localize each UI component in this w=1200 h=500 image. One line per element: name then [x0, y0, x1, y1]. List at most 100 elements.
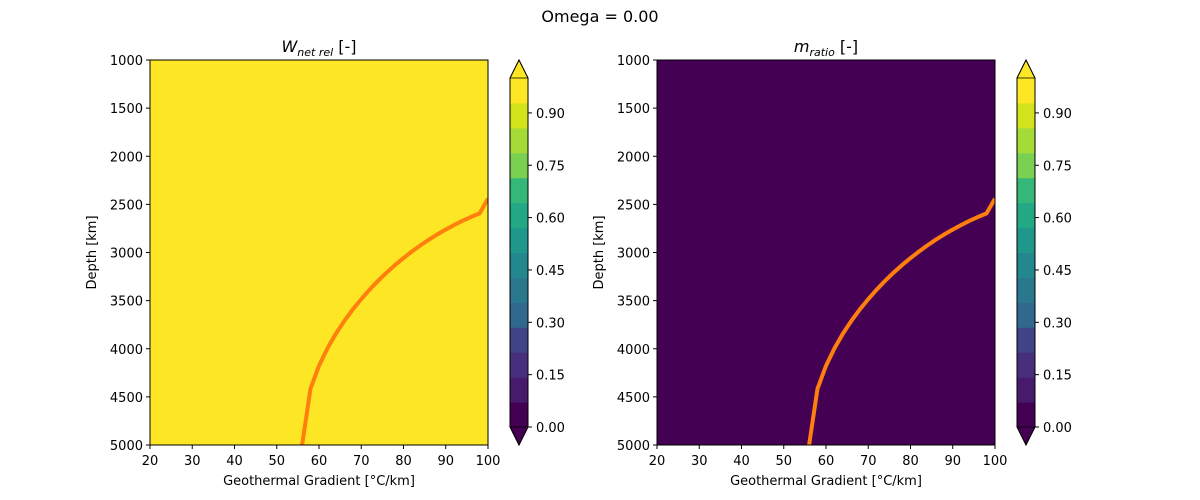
y-tick-label: 1500 [110, 102, 143, 117]
colorbar-tick-label: 0.90 [536, 107, 565, 122]
chart-title-subscript: ratio [809, 46, 835, 59]
x-tick-label: 60 [311, 454, 328, 469]
colorbar-segment [510, 352, 528, 378]
colorbar-segment [510, 177, 528, 204]
colorbar-segment [1017, 127, 1035, 154]
x-tick-label: 20 [649, 454, 666, 469]
x-axis-label: Geothermal Gradient [°C/km] [730, 474, 922, 489]
y-axis-label: Depth [km] [592, 215, 607, 289]
colorbar-tick-label: 0.30 [1043, 316, 1072, 331]
x-tick-label: 50 [775, 454, 792, 469]
x-tick-label: 60 [818, 454, 835, 469]
colorbar-segment [510, 302, 528, 328]
colorbar-tick-label: 0.45 [536, 264, 565, 279]
x-tick-label: 90 [944, 454, 961, 469]
chart-title-subscript: net rel [297, 46, 333, 59]
colorbar-tick-label: 0.75 [536, 159, 565, 174]
colorbar-tick-label: 0.45 [1043, 264, 1072, 279]
colorbar-tick-label: 0.90 [1043, 107, 1072, 122]
figure-title: Omega = 0.00 [541, 7, 659, 26]
colorbar-segment [510, 327, 528, 353]
chart-title-suffix: [-] [333, 37, 356, 56]
colorbar-segment [1017, 402, 1035, 428]
colorbar-segment [1017, 302, 1035, 328]
chart-title-main: m [794, 37, 810, 56]
x-tick-label: 30 [691, 454, 708, 469]
x-tick-label: 100 [476, 454, 501, 469]
y-tick-label: 3500 [110, 295, 143, 310]
x-tick-label: 100 [983, 454, 1008, 469]
colorbar-segment [510, 102, 528, 129]
colorbar-segment [510, 252, 528, 278]
y-tick-label: 4500 [110, 391, 143, 406]
colorbar-extend-min [1016, 426, 1036, 446]
colorbar-segment [1017, 78, 1035, 104]
colorbar-segment [510, 202, 528, 229]
colorbar-segment [1017, 152, 1035, 179]
colorbar-segment [1017, 227, 1035, 253]
x-tick-label: 40 [226, 454, 243, 469]
y-tick-label: 2500 [110, 198, 143, 213]
contour-curve [807, 197, 995, 445]
y-axis-label: Depth [km] [85, 215, 100, 289]
colorbar-segment [510, 277, 528, 303]
colorbar-tick-label: 0.75 [1043, 159, 1072, 174]
colorbar-extend-min [509, 426, 529, 446]
colorbar-segment [1017, 177, 1035, 204]
y-tick-label: 1500 [617, 102, 650, 117]
colorbar-segment [1017, 252, 1035, 278]
colorbar-tick-label: 0.00 [1043, 421, 1072, 436]
colorbar-segment [510, 377, 528, 403]
x-tick-label: 80 [902, 454, 919, 469]
chart-title: Wnet rel [-] [281, 37, 356, 59]
chart-title: mratio [-] [794, 37, 858, 59]
x-tick-label: 70 [353, 454, 370, 469]
heatmap-field [657, 60, 995, 445]
colorbar-segment [1017, 202, 1035, 229]
chart-panel-wnet: 20 30 40 50 60 70 80 90 100 1000 1500 2000 2500 3000 3… [85, 37, 565, 489]
y-tick-label: 2000 [617, 150, 650, 165]
y-tick-label: 5000 [617, 439, 650, 454]
colorbar-tick-label: 0.60 [1043, 212, 1072, 227]
y-tick-label: 3000 [110, 247, 143, 262]
colorbar-tick-label: 0.15 [1043, 369, 1072, 384]
x-tick-label: 70 [860, 454, 877, 469]
colorbar-segment [1017, 352, 1035, 378]
y-tick-label: 4000 [617, 343, 650, 358]
x-tick-label: 80 [395, 454, 412, 469]
heatmap-field [150, 60, 488, 445]
chart-panel-mratio: 20 30 40 50 60 70 80 90 100 1000 1500 2000 2500 3000 3… [592, 37, 1072, 489]
colorbar-segment [510, 152, 528, 179]
colorbar-tick-label: 0.60 [536, 212, 565, 227]
colorbar-outline [1016, 58, 1036, 447]
y-tick-label: 4500 [617, 391, 650, 406]
colorbar-segment [1017, 377, 1035, 403]
y-tick-label: 3000 [617, 247, 650, 262]
chart-title-main: W [281, 37, 298, 56]
y-tick-label: 5000 [110, 439, 143, 454]
x-tick-label: 30 [184, 454, 201, 469]
colorbar-extend-max [1016, 59, 1036, 79]
colorbar-tick-label: 0.15 [536, 369, 565, 384]
colorbar-segment [510, 402, 528, 428]
x-tick-label: 50 [268, 454, 285, 469]
chart-title-suffix: [-] [835, 37, 858, 56]
colorbar-outline [509, 58, 529, 447]
contour-curve [300, 197, 488, 445]
colorbar-tick-label: 0.00 [536, 421, 565, 436]
colorbar-segment [1017, 102, 1035, 129]
colorbar-segment [1017, 327, 1035, 353]
y-tick-label: 1000 [617, 54, 650, 69]
colorbar-segment [510, 78, 528, 104]
x-tick-label: 40 [733, 454, 750, 469]
colorbar-extend-max [509, 59, 529, 79]
x-tick-label: 90 [437, 454, 454, 469]
y-tick-label: 3500 [617, 295, 650, 310]
colorbar-segment [510, 127, 528, 154]
x-axis-label: Geothermal Gradient [°C/km] [223, 474, 415, 489]
colorbar-segment [510, 227, 528, 253]
y-tick-label: 2000 [110, 150, 143, 165]
y-tick-label: 2500 [617, 198, 650, 213]
colorbar-segment [1017, 277, 1035, 303]
